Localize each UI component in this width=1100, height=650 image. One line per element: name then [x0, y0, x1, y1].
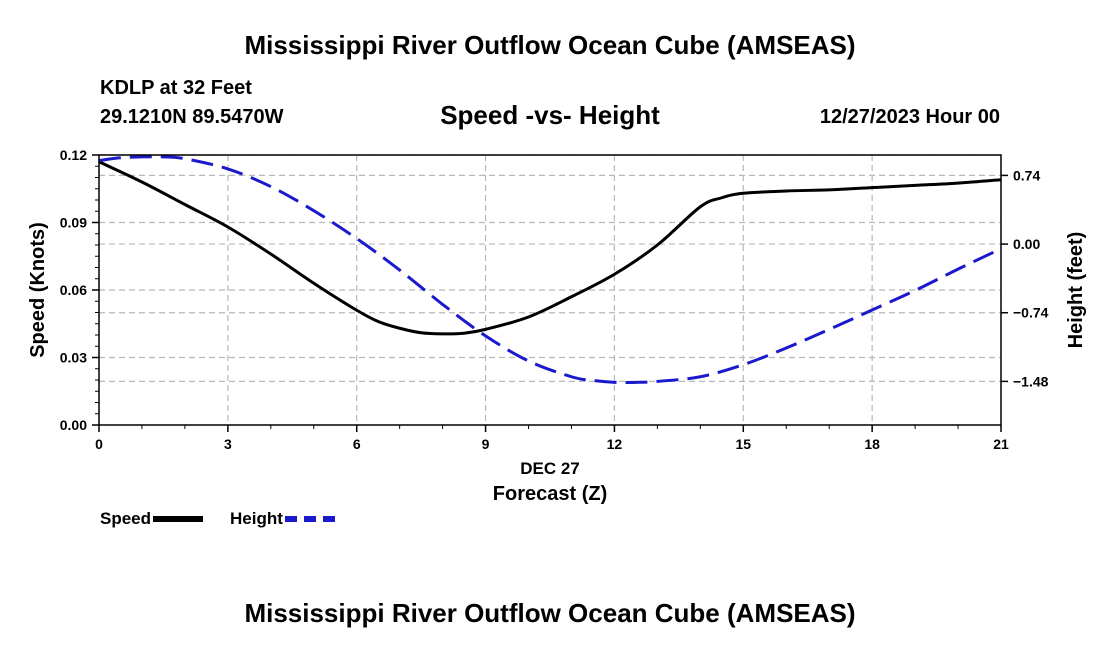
coordinates-label: 29.1210N 89.5470W: [100, 106, 284, 128]
y-tick-label: 0.03: [60, 350, 87, 366]
x-tick-label: 21: [993, 436, 1009, 452]
legend-height: Height: [230, 509, 335, 529]
x-tick-label: 15: [735, 436, 751, 452]
x-tick-label: 18: [864, 436, 880, 452]
chart-subtitle: Speed -vs- Height: [440, 100, 660, 130]
y2-tick-label: −1.48: [1013, 373, 1049, 389]
x-tick-label: 0: [95, 436, 103, 452]
x-tick-label: 9: [482, 436, 490, 452]
series-layer: [98, 155, 1002, 384]
grid: [99, 154, 1001, 425]
y2-axis-label: Height (feet): [1065, 232, 1087, 349]
chart-title: Mississippi River Outflow Ocean Cube (AM…: [244, 30, 856, 60]
station-label: KDLP at 32 Feet: [100, 77, 252, 99]
y-tick-label: 0.09: [60, 215, 87, 231]
y-axis-label: Speed (Knots): [27, 222, 49, 358]
x-tick-label: 3: [224, 436, 232, 452]
legend-speed: Speed: [100, 509, 204, 529]
x-axis-label: Forecast (Z): [493, 483, 607, 505]
legend-height-label: Height: [230, 509, 283, 528]
y2-tick-label: −0.74: [1013, 305, 1049, 321]
y-tick-label: 0.00: [60, 417, 87, 433]
x-date-label: DEC 27: [520, 459, 580, 478]
legend-speed-label: Speed: [100, 509, 152, 528]
x-tick-label: 6: [353, 436, 361, 452]
x-tick-label: 12: [607, 436, 623, 452]
y-tick-label: 0.12: [60, 147, 87, 163]
legend-speed-swatch: [153, 516, 204, 522]
series-height-line: [98, 155, 1002, 384]
datetime-label: 12/27/2023 Hour 00: [819, 106, 1000, 128]
legend-height-swatch: [284, 516, 335, 522]
y2-tick-label: 0.74: [1013, 167, 1040, 183]
axis-ticks: 0 3 6 9 12 15 18 21 0.00 0.03 0.06 0.09 0.12 0.74 0.00…: [60, 147, 1049, 452]
footer-title: Mississippi River Outflow Ocean Cube (AM…: [244, 598, 856, 628]
y2-tick-label: 0.00: [1013, 236, 1040, 252]
series-speed-line: [98, 160, 1002, 336]
y-tick-label: 0.06: [60, 282, 87, 298]
